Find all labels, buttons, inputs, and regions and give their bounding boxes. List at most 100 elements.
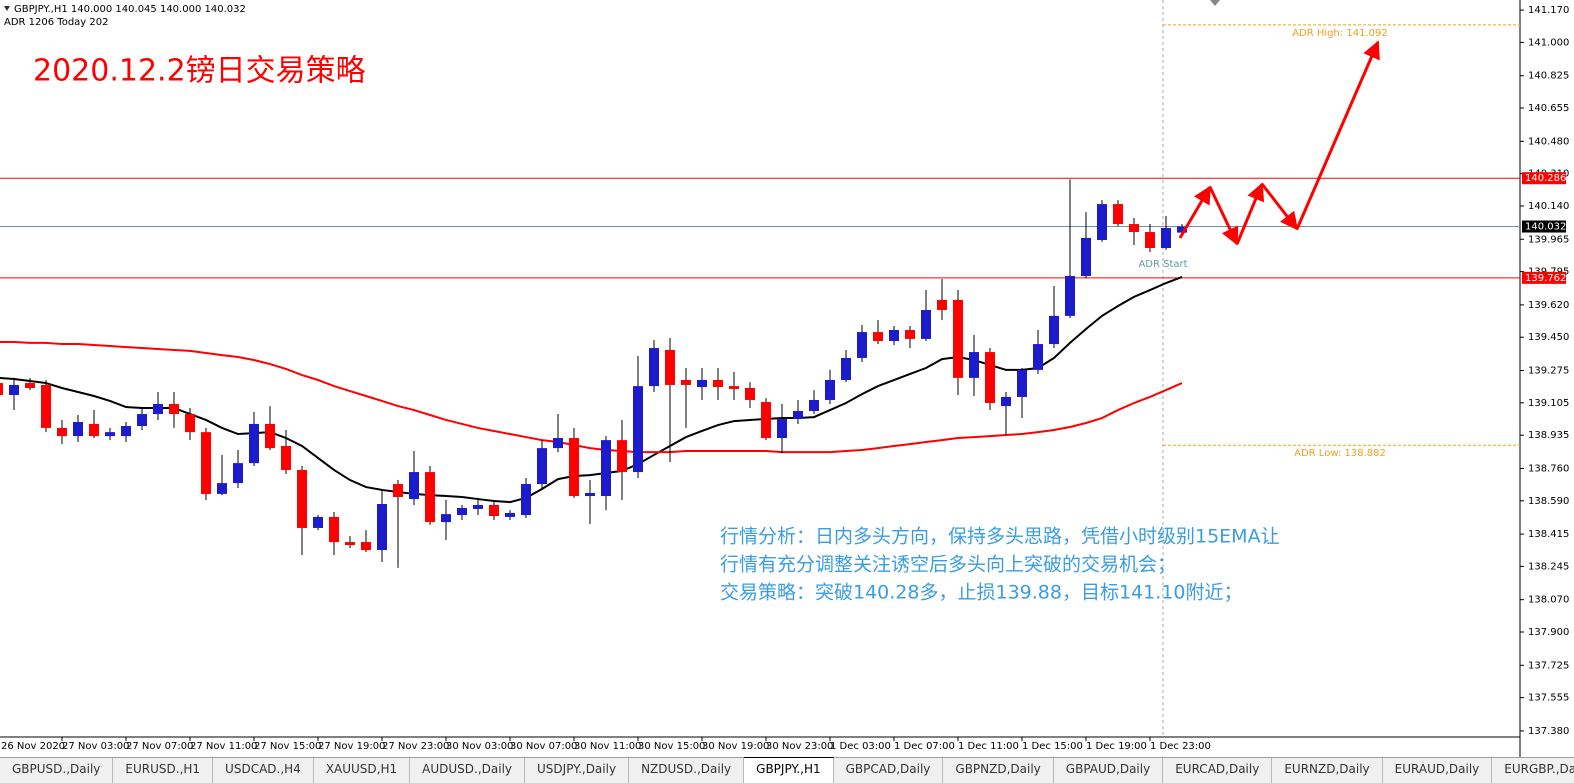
x-tick-label: 30 Nov 19:00 [702,741,769,752]
x-tick-label: 27 Nov 19:00 [318,741,385,752]
candle-body [345,542,355,546]
candle-body [393,484,403,497]
candle-body [1065,275,1075,316]
candle-body [297,469,307,528]
candle-body [329,516,339,543]
y-tick-label: 138.070 [1528,595,1569,606]
header-icon [4,6,10,11]
candle-body [617,440,627,473]
symbol-tab[interactable]: GBPJPY.,H1 [744,757,834,783]
symbol-tab[interactable]: GBPAUD,Daily [1054,758,1164,783]
shift-marker [1210,0,1220,6]
candle-body [105,432,115,437]
x-tick-label: 1 Dec 11:00 [958,741,1019,752]
candle-body [841,357,851,381]
symbol-tab[interactable]: USDJPY.,Daily [525,758,630,783]
candle-body [1129,224,1139,233]
arrow [1178,185,1212,239]
y-tick-label: 138.935 [1528,430,1569,441]
moving-average [0,275,1183,504]
candle-body [825,380,835,400]
y-tick-label: 139.965 [1528,234,1569,245]
chart-title: 2020.12.2镑日交易策略 [33,54,366,89]
symbol-tab[interactable]: EURAUD,Daily [1383,758,1493,783]
x-tick-label: 1 Dec 15:00 [1022,741,1083,752]
candle-body [1001,396,1011,407]
y-tick-label: 140.655 [1528,103,1569,114]
y-tick-label: 140.480 [1528,136,1569,147]
candle-body [761,402,771,439]
symbol-tab[interactable]: EURGBP.,Daily [1492,758,1574,783]
note: 行情分析：日内多头方向，保持多头思路，凭借小时级别15EMA让 [720,526,1280,548]
y-tick-label: 137.555 [1528,693,1569,704]
candle-body [857,332,867,358]
arrow [1260,183,1299,231]
candle-body [953,299,963,378]
candle-body [553,438,563,449]
moving-average [0,340,1183,454]
y-tick-label: 139.620 [1528,300,1569,311]
price-tag [1522,220,1566,233]
y-tick-label: 140.825 [1528,71,1569,82]
y-tick-label: 139.450 [1528,332,1569,343]
y-tick-label: 137.725 [1528,660,1569,671]
candle-body [361,542,371,551]
candle-body [745,387,755,400]
candle-body [281,446,291,470]
symbol-tab[interactable]: GBPUSD.,Daily [0,758,114,783]
y-tick-label: 138.590 [1528,496,1569,507]
candle-body [873,332,883,342]
series-layer: ADR High: 141.092 ADR Low: 138.882 [0,24,1520,568]
candle-body [1033,344,1043,370]
candle-body [169,403,179,415]
adr-label: ADR High: 141.092 [1292,28,1388,39]
price-tag [1522,172,1566,185]
symbol-tab[interactable]: AUDUSD.,Daily [410,758,526,783]
y-tick-label: 138.415 [1528,529,1569,540]
price-tag-label: 139.762 [1525,273,1566,284]
x-tick-label: 30 Nov 11:00 [574,741,641,752]
candle-body [425,472,435,523]
x-tick-label: 30 Nov 03:00 [446,741,513,752]
candle-body [9,384,19,396]
candle-body [537,448,547,485]
symbol-tab[interactable]: NZDUSD.,Daily [629,758,745,783]
candle-body [649,348,659,387]
symbol-tab[interactable]: EURUSD.,H1 [113,758,214,783]
candle-body [409,472,419,500]
candle-body [937,299,947,311]
symbol-tab[interactable]: USDCAD.,H4 [213,758,314,783]
x-tick-label: 26 Nov 2020 [1,741,65,752]
x-tick-label: 27 Nov 15:00 [254,741,321,752]
candle-body [1049,315,1059,345]
candle-body [473,504,483,509]
candle-body [121,426,131,437]
candle-body [73,422,83,437]
x-tick-label: 27 Nov 03:00 [62,741,129,752]
candle-body [185,414,195,433]
candle-body [57,427,67,437]
candle-body [313,516,323,528]
candle-body [441,514,451,523]
chart: ADR High: 141.092 ADR Low: 138.882 GBPJPY… [0,0,1569,757]
symbol-tab[interactable]: XAUUSD,H1 [314,758,411,783]
candle-body [505,512,515,517]
x-tick-label: 30 Nov 07:00 [510,741,577,752]
arrow [1235,182,1265,245]
candle-body [777,418,787,439]
arrow [1208,186,1239,246]
candle-body [1177,226,1187,233]
candle-body [1017,369,1027,397]
symbol-tab[interactable]: GBPNZD,Daily [943,758,1054,783]
plot-area [0,0,1520,737]
note: 行情有充分调整关注诱空后多头向上突破的交易机会； [720,554,1176,576]
symbol-tab[interactable]: EURNZD,Daily [1272,758,1383,783]
price-tag-label: 140.286 [1525,173,1566,184]
y-tick-label: 140.140 [1528,201,1569,212]
candle-body [1161,228,1171,249]
candle-body [89,423,99,437]
x-tick-label: 1 Dec 19:00 [1086,741,1147,752]
symbol-tab[interactable]: EURCAD,Daily [1163,758,1273,783]
symbol-tab[interactable]: GBPCAD,Daily [834,758,944,783]
